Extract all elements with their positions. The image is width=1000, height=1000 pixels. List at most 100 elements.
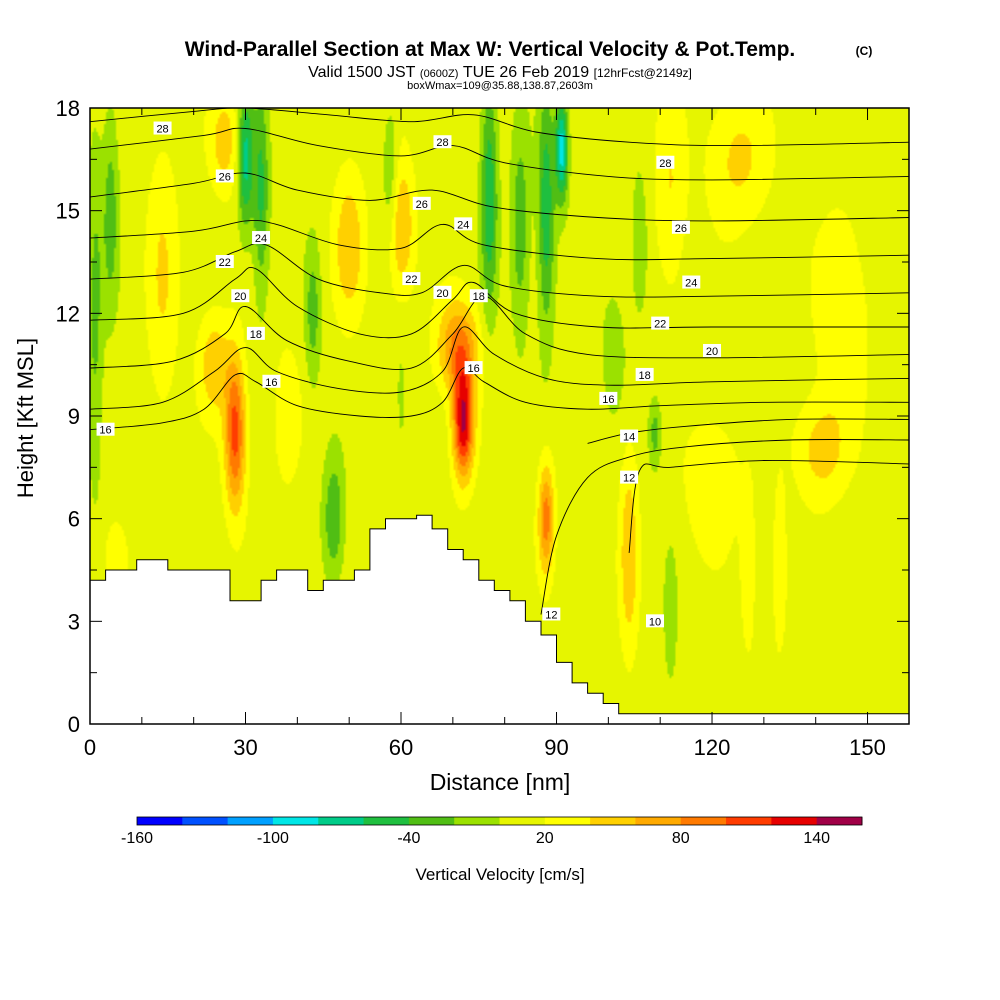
chart-title: Wind-Parallel Section at Max W: Vertical… <box>185 38 796 61</box>
y-tick-label: 18 <box>56 96 80 121</box>
contour-label-text: 22 <box>219 257 231 269</box>
colorbar-tick-label: 20 <box>536 830 554 847</box>
terrain-mask <box>90 514 909 724</box>
theta-contour-labels: 28 26 24 22 20 18 16 16 28 26 24 22 20 18 16 28 26 24 22 20… <box>96 121 722 628</box>
contour-label: 24 <box>252 231 271 245</box>
contour-label: 16 <box>262 374 281 389</box>
contour-label: 18 <box>469 289 488 303</box>
y-axis: 0 3 6 9 12 15 18 <box>56 96 909 737</box>
colorbar-tick-label: 80 <box>672 830 690 847</box>
subtitle-valid: Valid 1500 JST <box>308 64 416 81</box>
contour-label: 14 <box>620 429 639 444</box>
colorbar-swatch <box>726 817 772 825</box>
colorbar-tick-label: -40 <box>397 830 420 847</box>
contour-label: 26 <box>671 220 690 235</box>
contour-label: 26 <box>412 196 431 211</box>
theta-contour-line <box>90 219 909 261</box>
colorbar-swatch <box>635 817 682 825</box>
contour-label-text: 18 <box>639 370 651 382</box>
x-axis-label: Distance [nm] <box>430 769 571 795</box>
colorbar-swatch <box>363 817 410 825</box>
contour-label: 28 <box>656 155 675 170</box>
contour-label-text: 26 <box>416 199 428 211</box>
contour-label: 16 <box>464 361 483 375</box>
contour-label-text: 16 <box>265 377 277 389</box>
contour-label: 22 <box>402 272 421 286</box>
contour-label: 12 <box>542 607 561 621</box>
contour-label-bg <box>252 231 271 245</box>
contour-label: 28 <box>153 121 172 136</box>
y-tick-label: 15 <box>56 199 80 224</box>
contour-label-bg <box>646 614 665 628</box>
theta-contour-line <box>540 439 909 615</box>
colorbar: -160 -100 -40 20 80 140 <box>121 816 863 847</box>
contour-label-text: 22 <box>405 274 417 286</box>
x-tick-label: 0 <box>84 735 96 760</box>
contour-label: 20 <box>703 343 722 358</box>
contour-label-text: 24 <box>685 278 697 290</box>
y-tick-label: 0 <box>68 712 80 737</box>
contour-label: 20 <box>433 285 452 300</box>
contour-label-text: 20 <box>706 346 718 358</box>
colorbar-swatch <box>816 817 863 825</box>
contour-label: 16 <box>599 391 618 406</box>
contour-label-bg <box>635 367 654 381</box>
box-wmax-line: boxWmax=109@35.88,138.87,2603m <box>407 80 593 92</box>
contour-label-bg <box>671 220 690 234</box>
contour-label: 20 <box>231 289 250 303</box>
contour-label-bg <box>703 343 722 357</box>
contour-label-text: 18 <box>250 329 262 341</box>
contour-label-text: 28 <box>156 124 168 136</box>
colorbar-tick-label: 140 <box>803 830 830 847</box>
contour-label: 22 <box>651 316 670 331</box>
theta-contour-line <box>628 459 909 553</box>
contour-label-bg <box>153 121 172 135</box>
contour-label-text: 22 <box>654 319 666 331</box>
contour-label-text: 18 <box>473 291 485 303</box>
contour-label-text: 20 <box>234 291 246 303</box>
contour-label-bg <box>682 275 701 289</box>
contour-label: 12 <box>620 470 639 485</box>
contour-label-text: 12 <box>545 609 557 621</box>
theta-contour-line <box>90 295 909 371</box>
contour-label: 10 <box>646 614 665 628</box>
colorbar-swatch <box>544 817 591 825</box>
contour-label-text: 16 <box>602 394 614 406</box>
colorbar-tick-label: -100 <box>257 830 289 847</box>
contour-label-bg <box>620 429 639 443</box>
contour-label-bg <box>246 326 265 340</box>
contour-label: 18 <box>635 367 654 382</box>
contour-label-bg <box>599 391 618 405</box>
contour-label-text: 26 <box>219 171 231 183</box>
subtitle-fcst: [12hrFcst@2149z] <box>594 66 692 80</box>
contour-label-text: 14 <box>623 432 635 444</box>
contour-label: 18 <box>246 326 265 341</box>
contour-label-bg <box>620 470 639 484</box>
colorbar-swatch <box>182 817 229 825</box>
contour-label-bg <box>402 272 421 286</box>
contour-label-text: 24 <box>457 219 469 231</box>
colorbar-tick-label: -160 <box>121 830 153 847</box>
colorbar-swatch <box>272 817 319 825</box>
x-tick-label: 120 <box>694 735 731 760</box>
colorbar-swatch <box>499 817 546 825</box>
contour-label-text: 28 <box>436 137 448 149</box>
contour-label-bg <box>433 135 452 149</box>
colorbar-swatch <box>137 817 183 825</box>
x-tick-label: 150 <box>849 735 886 760</box>
title-badge: (C) <box>856 44 873 58</box>
colorbar-frame <box>136 816 863 826</box>
contour-label-text: 16 <box>99 425 111 437</box>
x-tick-label: 60 <box>389 735 413 760</box>
colorbar-swatch <box>454 817 500 825</box>
contour-label-bg <box>651 316 670 330</box>
y-tick-label: 9 <box>68 404 80 429</box>
theta-contour-line <box>90 326 909 410</box>
contour-label-bg <box>469 289 488 303</box>
colorbar-swatch <box>408 817 455 825</box>
contour-label-bg <box>215 255 234 268</box>
contour-label-text: 20 <box>436 288 448 300</box>
plot-area: 28 26 24 22 20 18 16 16 28 26 24 22 20 18 16 28 26 24 22 20… <box>90 108 909 724</box>
contour-label: 26 <box>215 169 234 183</box>
